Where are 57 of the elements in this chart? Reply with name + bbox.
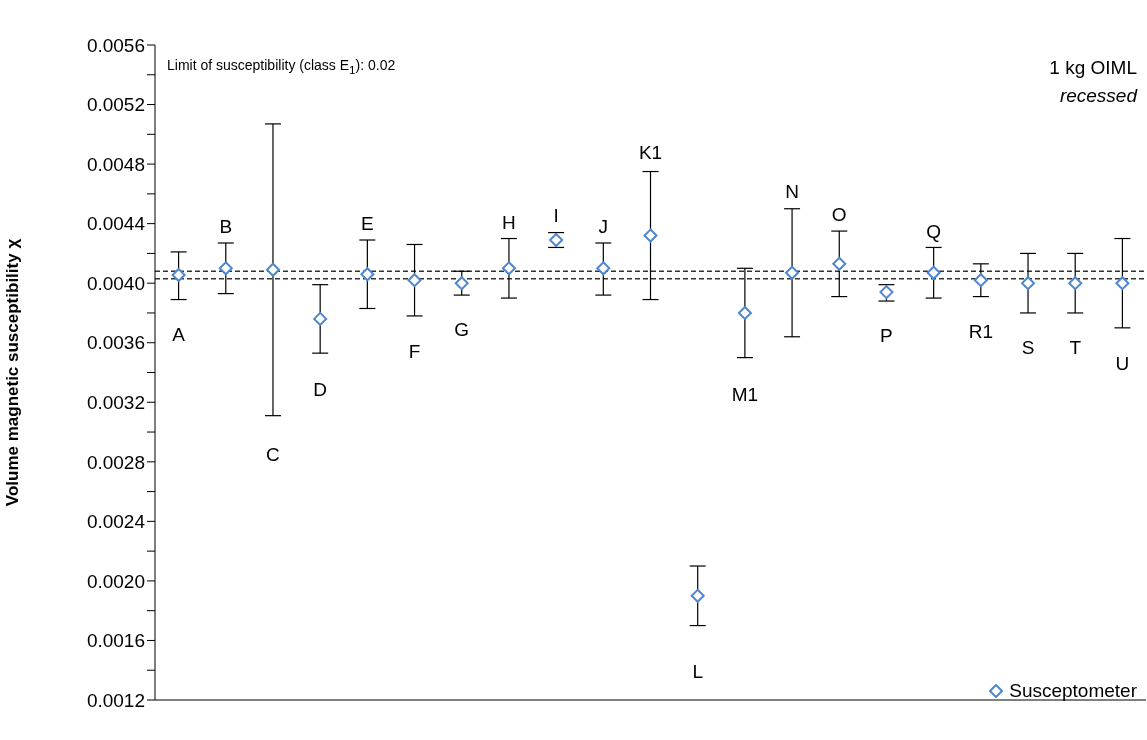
point	[360, 267, 375, 282]
point	[643, 228, 658, 243]
point	[785, 265, 800, 280]
point	[171, 267, 186, 282]
x-tick-label: L	[692, 660, 703, 682]
y-axis-title: Volume magnetic susceptibility χ	[3, 238, 23, 507]
x-tick-label: M1	[731, 383, 759, 405]
annotation: Limit of susceptibility (class E$_{1}$): 0.02	[167, 57, 396, 76]
x-tick-label: A	[172, 323, 186, 345]
x-tick-label: K1	[638, 142, 663, 164]
y-tick-label: 0.0048	[86, 153, 145, 175]
y-tick-label: 0.0040	[86, 272, 145, 294]
y-tick-label: 0.0016	[86, 630, 145, 652]
point	[1068, 276, 1083, 291]
x-tick-label: Q	[926, 220, 942, 242]
x-tick-label: G	[454, 318, 470, 340]
x-tick-label: B	[219, 216, 233, 238]
point	[218, 261, 233, 276]
y-tick-label: 0.0028	[86, 451, 145, 473]
x-tick-label: T	[1069, 337, 1082, 359]
point	[737, 305, 752, 320]
point	[407, 273, 422, 288]
point	[501, 261, 516, 276]
y-tick-label: 0.0044	[86, 213, 146, 235]
y-tick-label: 0.0024	[86, 511, 146, 533]
point	[832, 256, 847, 271]
x-tick-label: H	[502, 211, 516, 233]
x-tick-label: D	[313, 379, 328, 400]
x-tick-label: O	[831, 203, 847, 225]
point	[596, 261, 611, 276]
y-tick-label: 0.0012	[86, 689, 145, 711]
y-tick-label: 0.0032	[86, 392, 145, 414]
x-tick-label: U	[1115, 352, 1130, 374]
point	[265, 262, 280, 277]
point	[454, 276, 469, 291]
x-tick-label: P	[880, 325, 893, 347]
y-tick-label: 0.0020	[86, 570, 145, 592]
x-tick-label: E	[361, 213, 374, 235]
y-tick-label: 0.0056	[86, 34, 145, 56]
legend-label: Susceptometer	[1009, 680, 1137, 702]
x-tick-label: S	[1021, 337, 1035, 359]
point	[973, 273, 988, 288]
point	[690, 588, 705, 603]
point	[1021, 276, 1036, 291]
point	[926, 265, 941, 280]
point	[313, 311, 328, 326]
x-tick-label: J	[598, 216, 609, 238]
y-tick-label: 0.0052	[86, 94, 145, 116]
x-tick-label: N	[785, 180, 799, 202]
annotation: 1 kg OIML	[1049, 57, 1137, 79]
x-tick-label: I	[553, 205, 559, 227]
x-tick-label: R1	[968, 320, 993, 342]
x-tick-label: C	[266, 443, 280, 465]
x-tick-label: F	[408, 340, 421, 362]
annotation: recessed	[1059, 85, 1137, 107]
y-tick-label: 0.0036	[86, 332, 145, 354]
point	[1115, 276, 1130, 291]
